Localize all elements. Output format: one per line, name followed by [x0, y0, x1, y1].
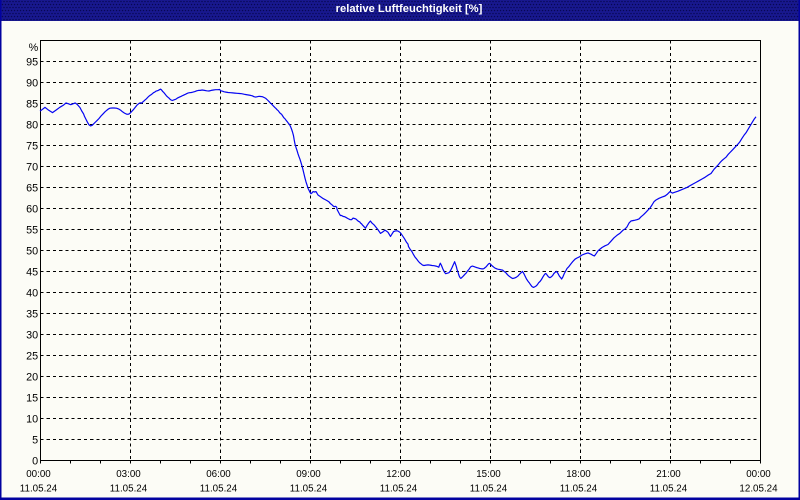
svg-text:5: 5: [32, 434, 38, 446]
svg-text:60: 60: [26, 203, 38, 215]
svg-text:80: 80: [26, 119, 38, 131]
svg-text:0: 0: [32, 455, 38, 467]
svg-text:11.05.24: 11.05.24: [380, 483, 418, 494]
svg-text:55: 55: [26, 224, 38, 236]
svg-text:25: 25: [26, 350, 38, 362]
svg-text:21:00: 21:00: [656, 469, 681, 480]
svg-text:20: 20: [26, 371, 38, 383]
svg-text:11.05.24: 11.05.24: [470, 483, 508, 494]
svg-text:30: 30: [26, 329, 38, 341]
svg-text:11.05.24: 11.05.24: [200, 483, 238, 494]
svg-text:90: 90: [26, 77, 38, 89]
svg-text:12.05.24: 12.05.24: [739, 483, 778, 494]
svg-text:03:00: 03:00: [116, 469, 141, 480]
svg-text:18:00: 18:00: [566, 469, 591, 480]
svg-text:15:00: 15:00: [476, 469, 501, 480]
svg-text:11.05.24: 11.05.24: [650, 483, 688, 494]
svg-text:11.05.24: 11.05.24: [290, 483, 328, 494]
svg-text:75: 75: [26, 140, 38, 152]
svg-text:65: 65: [26, 182, 38, 194]
svg-text:85: 85: [26, 98, 38, 110]
svg-text:%: %: [29, 42, 39, 54]
svg-text:12:00: 12:00: [386, 469, 411, 480]
svg-text:70: 70: [26, 161, 38, 173]
svg-text:50: 50: [26, 245, 38, 257]
svg-text:35: 35: [26, 308, 38, 320]
svg-text:95: 95: [26, 56, 38, 68]
svg-text:09:00: 09:00: [296, 469, 321, 480]
svg-text:45: 45: [26, 266, 38, 278]
svg-text:10: 10: [26, 413, 38, 425]
svg-text:06:00: 06:00: [206, 469, 231, 480]
svg-text:00:00: 00:00: [26, 469, 51, 480]
svg-text:40: 40: [26, 287, 38, 299]
svg-text:15: 15: [26, 392, 38, 404]
svg-text:11.05.24: 11.05.24: [560, 483, 598, 494]
svg-text:11.05.24: 11.05.24: [110, 483, 148, 494]
svg-text:relative Luftfeuchtigkeit [%]: relative Luftfeuchtigkeit [%]: [336, 3, 483, 15]
svg-text:00:00: 00:00: [746, 469, 771, 480]
svg-text:11.05.24: 11.05.24: [20, 483, 58, 494]
